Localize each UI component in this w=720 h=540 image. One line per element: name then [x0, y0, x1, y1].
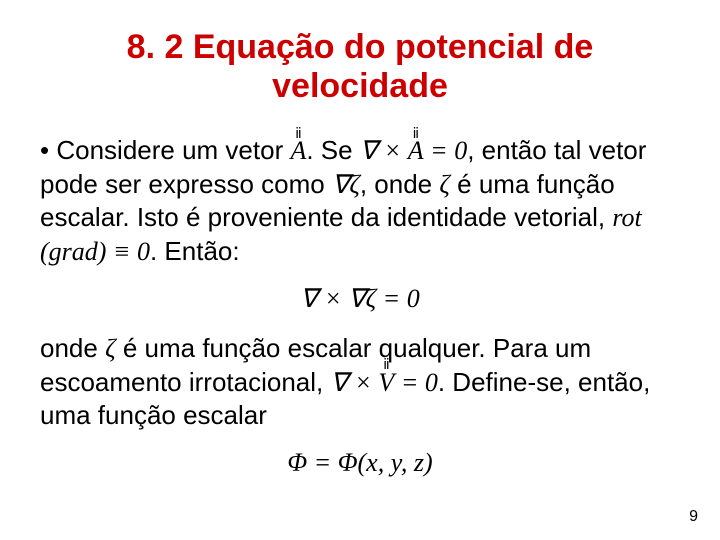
curl-a-post: = 0 — [424, 136, 468, 165]
curl-a-pre: ∇ × — [360, 136, 408, 165]
vector-v-symbol: ⅱV — [378, 367, 394, 400]
equation-2: Φ = Φ(x, y, z) — [40, 448, 680, 478]
curl-v-zero: ∇ × ⅱV = 0 — [330, 368, 437, 397]
p1-text-f: . Então: — [150, 236, 240, 266]
paragraph-2: onde ζ é uma função escalar qualquer. Pa… — [40, 332, 680, 432]
title-line-1: 8. 2 Equação do potencial de — [40, 28, 680, 67]
slide: 8. 2 Equação do potencial de velocidade … — [0, 0, 720, 540]
p2-text-a: onde — [40, 333, 105, 363]
zeta-symbol-1: ζ — [439, 170, 450, 199]
paragraph-1: • Considere um vetor ⅱA. Se ∇ × ⅱA = 0, … — [40, 134, 680, 268]
curl-a-zero: ∇ × ⅱA = 0 — [360, 136, 467, 165]
page-number: 9 — [689, 508, 698, 526]
p1-text-a: Considere um vetor — [56, 135, 290, 165]
vector-a-symbol: ⅱA — [290, 135, 306, 168]
p1-text-d: , onde — [360, 169, 440, 199]
vector-a-symbol-2: ⅱA — [408, 135, 424, 168]
equation-1: ∇ × ∇ζ = 0 — [40, 284, 680, 314]
zeta-symbol-2: ζ — [105, 334, 116, 363]
title-line-2: velocidade — [40, 67, 680, 106]
p1-text-b: . Se — [306, 135, 359, 165]
bullet-icon: • — [40, 135, 49, 165]
slide-title: 8. 2 Equação do potencial de velocidade — [40, 28, 680, 106]
curl-v-pre: ∇ × — [330, 368, 378, 397]
curl-v-post: = 0 — [394, 368, 438, 397]
grad-zeta-symbol: ∇ζ — [332, 170, 360, 199]
